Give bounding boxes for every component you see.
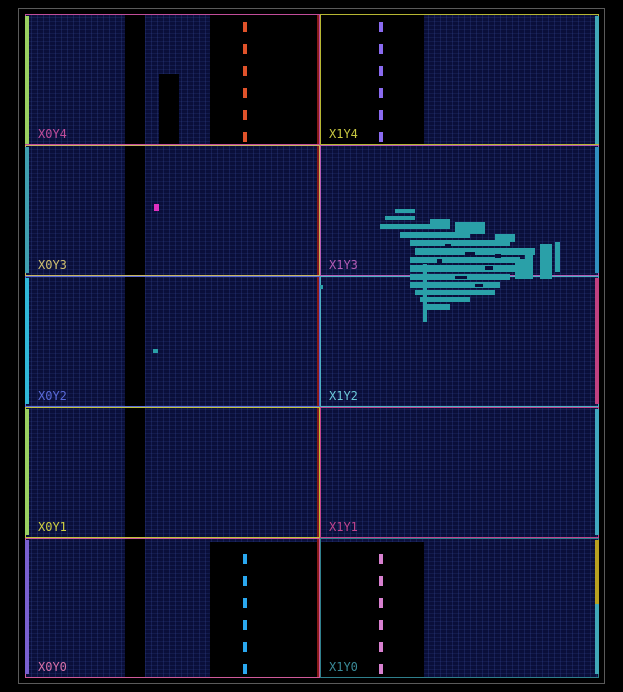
io-column-right — [595, 16, 599, 144]
region-x1y0[interactable]: X1Y0 — [320, 538, 599, 678]
region-x0y0[interactable]: X0Y0 — [25, 538, 320, 678]
placed-cell[interactable] — [320, 285, 323, 289]
placed-cell[interactable] — [154, 204, 159, 211]
placed-logic-cluster[interactable] — [355, 204, 565, 324]
dark-column — [159, 74, 179, 144]
region-label: X1Y0 — [329, 660, 358, 674]
region-label: X1Y3 — [329, 258, 358, 272]
io-column-right — [595, 604, 599, 674]
fabric-column-left — [25, 14, 317, 678]
io-column-left — [25, 278, 29, 404]
region-x1y4[interactable]: X1Y4 — [320, 14, 599, 145]
center-clock-spine — [317, 14, 320, 678]
region-label: X0Y3 — [38, 258, 67, 272]
region-label: X1Y2 — [329, 389, 358, 403]
fabric-column-right — [320, 14, 599, 678]
device-view[interactable]: X0Y4 X1Y4 X0Y3 X1Y3 X0Y2 X1Y2 X0Y1 X1Y1 … — [18, 8, 605, 684]
region-x0y4[interactable]: X0Y4 — [25, 14, 320, 145]
region-x1y1[interactable]: X1Y1 — [320, 407, 599, 538]
fpga-fabric[interactable]: X0Y4 X1Y4 X0Y3 X1Y3 X0Y2 X1Y2 X0Y1 X1Y1 … — [25, 14, 599, 678]
region-label: X0Y1 — [38, 520, 67, 534]
io-column-right — [595, 540, 599, 604]
io-column-left — [25, 16, 29, 144]
io-column-left — [25, 540, 29, 674]
region-label: X0Y4 — [38, 127, 67, 141]
placed-cell[interactable] — [153, 349, 158, 353]
region-x0y1[interactable]: X0Y1 — [25, 407, 320, 538]
io-column-right — [595, 147, 599, 273]
dark-column — [210, 14, 317, 144]
region-label: X0Y0 — [38, 660, 67, 674]
dark-column — [320, 542, 424, 678]
region-label: X1Y4 — [329, 127, 358, 141]
io-column-right — [595, 278, 599, 404]
region-x0y2[interactable]: X0Y2 — [25, 276, 320, 407]
io-column-left — [25, 409, 29, 535]
dark-column — [210, 542, 317, 678]
region-label: X1Y1 — [329, 520, 358, 534]
region-label: X0Y2 — [38, 389, 67, 403]
dark-column — [320, 14, 424, 144]
dark-column — [125, 14, 145, 678]
region-x0y3[interactable]: X0Y3 — [25, 145, 320, 276]
io-column-right — [595, 409, 599, 535]
io-column-left — [25, 147, 29, 273]
